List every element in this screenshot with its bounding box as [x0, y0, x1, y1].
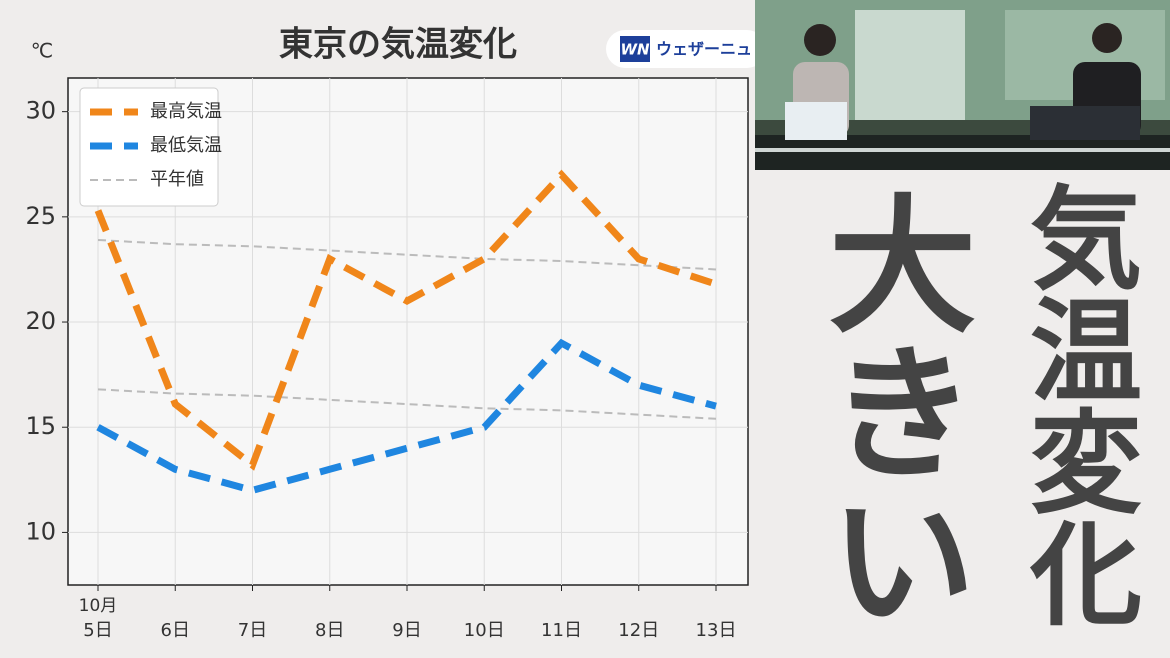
y-unit: ℃ — [31, 39, 53, 63]
x-tick-label: 7日 — [238, 620, 267, 641]
x-tick-label: 8日 — [315, 620, 344, 641]
x-tick-label: 12日 — [618, 620, 659, 641]
series-line — [96, 338, 717, 494]
legend-box — [79, 87, 219, 207]
y-tick-label: 20 — [25, 307, 56, 335]
y-tick-label: 30 — [25, 97, 56, 125]
x-tick-label: 6日 — [161, 620, 190, 641]
chart: 東京の気温変化 ℃ WN ウェザーニュ 10月 10 15 20 25 30 5日 6日 7日… — [25, 24, 755, 641]
legend-label: 平年値 — [150, 169, 204, 190]
studio-video — [755, 0, 1170, 170]
x-tick-label: 10日 — [464, 620, 505, 641]
x-tick-label: 11日 — [541, 620, 582, 641]
y-tick-label: 10 — [25, 517, 56, 545]
chart-title: 東京の気温変化 — [279, 25, 517, 65]
legend-label: 最高気温 — [150, 101, 222, 122]
logo-text: ウェザーニュ — [656, 40, 752, 59]
legend-label: 最低気温 — [150, 135, 222, 156]
series-line — [94, 169, 718, 471]
x-tick-label: 13日 — [696, 620, 737, 641]
logo-mark-box — [620, 36, 650, 62]
x-tick-label: 9日 — [392, 620, 421, 641]
caption-line2: 大きい — [803, 188, 975, 632]
x-tick-label: 5日 — [83, 620, 112, 641]
caption-line1: 気温変化 — [1011, 180, 1141, 628]
x-annotation: 10月 — [79, 596, 118, 616]
y-tick-label: 15 — [25, 412, 56, 440]
y-tick-label: 25 — [25, 202, 56, 230]
logo-mark: WN — [620, 41, 650, 59]
